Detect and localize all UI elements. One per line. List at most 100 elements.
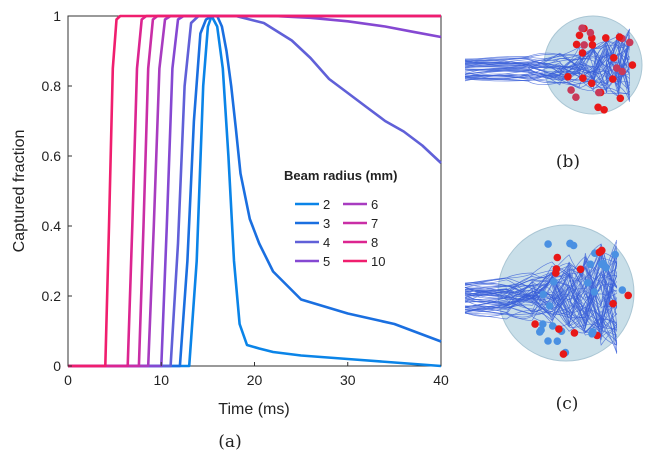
y-tick-label: 0 bbox=[53, 358, 61, 374]
capture-point bbox=[552, 265, 561, 273]
y-tick-label: 0.4 bbox=[42, 218, 62, 234]
capture-point bbox=[555, 325, 563, 333]
legend-label-5: 5 bbox=[323, 254, 330, 269]
trajectory-path bbox=[464, 247, 618, 332]
x-tick-label: 20 bbox=[247, 372, 263, 388]
x-tick-label: 0 bbox=[64, 372, 72, 388]
capture-point bbox=[602, 34, 610, 42]
legend-label-10: 10 bbox=[371, 254, 385, 269]
capture-point bbox=[531, 320, 539, 328]
trajectory-path bbox=[464, 243, 618, 303]
capture-point bbox=[618, 67, 626, 76]
capture-point bbox=[616, 94, 625, 103]
series-line-10 bbox=[68, 14, 441, 368]
trajectory-path bbox=[464, 40, 630, 79]
trajectory-path bbox=[464, 41, 630, 93]
trajectory-path bbox=[464, 272, 618, 346]
capture-point bbox=[600, 106, 608, 114]
trajectory-path bbox=[464, 292, 618, 325]
trajectory-path bbox=[464, 261, 618, 354]
y-axis-label: Captured fraction bbox=[11, 130, 28, 253]
panel-label-b: (b) bbox=[556, 152, 580, 172]
capture-point bbox=[579, 74, 587, 82]
legend-label-4: 4 bbox=[323, 235, 330, 250]
series-line-4 bbox=[68, 14, 442, 368]
capture-point bbox=[625, 38, 634, 47]
capture-point bbox=[590, 288, 599, 296]
capture-point bbox=[588, 41, 597, 49]
trajectory-path bbox=[464, 29, 630, 81]
capture-point bbox=[575, 31, 584, 40]
capture-point bbox=[569, 241, 578, 250]
legend-label-2: 2 bbox=[323, 197, 330, 212]
capture-point bbox=[576, 265, 585, 274]
line-chart: 0 10 20 30 40 0 0.2 0.4 0.6 0.8 1 Time (ms) Captu… bbox=[11, 8, 449, 452]
capture-point bbox=[583, 279, 592, 287]
capture-point bbox=[553, 337, 562, 346]
panel-label-a: (a) bbox=[218, 432, 241, 452]
capture-point bbox=[610, 54, 618, 62]
trajectory-path bbox=[464, 50, 630, 89]
capture-point bbox=[539, 290, 547, 299]
capture-point bbox=[595, 88, 603, 97]
capture-point bbox=[564, 73, 572, 81]
series-layer bbox=[68, 14, 442, 368]
capture-point bbox=[586, 260, 595, 269]
capture-points-b bbox=[564, 24, 637, 114]
legend: Beam radius (mm) 2 3 4 5 6 7 8 10 bbox=[284, 168, 397, 269]
trajectory-path bbox=[464, 279, 618, 316]
trajectory-path bbox=[464, 267, 618, 307]
series-line-2 bbox=[68, 14, 442, 368]
capture-point bbox=[536, 328, 544, 336]
y-tick-label: 0.6 bbox=[42, 148, 62, 164]
y-axis-ticks: 0 0.2 0.4 0.6 0.8 1 bbox=[42, 8, 72, 374]
capture-point bbox=[553, 253, 562, 262]
capture-point bbox=[580, 41, 588, 49]
inset-c-trajectory-render: (c) bbox=[464, 224, 635, 414]
y-tick-label: 1 bbox=[53, 8, 61, 24]
capture-point bbox=[615, 33, 624, 41]
capture-point bbox=[609, 299, 617, 308]
x-tick-label: 10 bbox=[153, 372, 169, 388]
legend-label-3: 3 bbox=[323, 216, 330, 231]
trajectory-path bbox=[464, 273, 618, 330]
legend-title: Beam radius (mm) bbox=[284, 168, 397, 183]
capture-point bbox=[602, 263, 610, 272]
trajectory-path bbox=[464, 30, 630, 80]
capture-points-c bbox=[531, 239, 632, 358]
capture-point bbox=[567, 86, 575, 94]
trajectory-path bbox=[464, 283, 618, 318]
legend-label-8: 8 bbox=[371, 235, 378, 250]
x-axis-ticks: 0 10 20 30 40 bbox=[64, 362, 449, 388]
capture-point bbox=[624, 291, 632, 300]
series-line-3 bbox=[68, 14, 442, 368]
x-axis-label: Time (ms) bbox=[218, 401, 289, 418]
trajectory-path bbox=[464, 36, 630, 100]
trajectory-path bbox=[464, 56, 630, 101]
capture-point bbox=[572, 40, 581, 49]
trajectory-path bbox=[464, 38, 630, 84]
capture-point bbox=[539, 320, 547, 328]
trajectory-path bbox=[464, 265, 617, 303]
y-tick-label: 0.8 bbox=[42, 78, 62, 94]
capture-point bbox=[587, 79, 596, 88]
trajectory-path bbox=[464, 43, 630, 80]
capture-point bbox=[550, 277, 558, 286]
capture-point bbox=[588, 330, 596, 338]
trajectory-path bbox=[464, 298, 618, 336]
panel-label-c: (c) bbox=[556, 394, 579, 414]
legend-label-7: 7 bbox=[371, 216, 378, 231]
capture-point bbox=[598, 246, 606, 255]
capture-point bbox=[628, 61, 637, 69]
x-tick-label: 40 bbox=[433, 372, 449, 388]
trajectory-path bbox=[464, 266, 617, 323]
inset-b-trajectory-render: (b) bbox=[464, 15, 643, 172]
capture-point bbox=[570, 329, 579, 337]
plot-area bbox=[67, 15, 442, 367]
capture-point bbox=[578, 24, 586, 32]
capture-point bbox=[611, 250, 619, 259]
capture-point bbox=[618, 286, 627, 294]
capture-point bbox=[545, 302, 554, 310]
capture-point bbox=[594, 103, 602, 112]
